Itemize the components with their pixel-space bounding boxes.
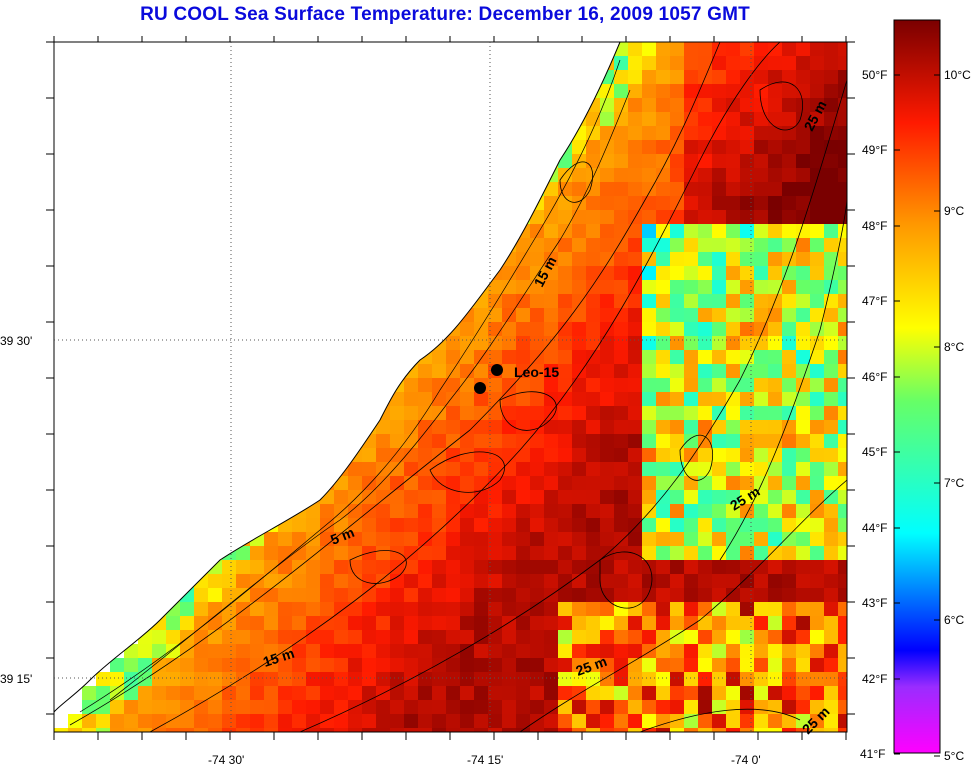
colorbar-ticks (894, 74, 940, 757)
colorbar-c-label: 6°C (944, 613, 964, 627)
x-tick-label: -74 15' (467, 753, 503, 767)
colorbar-f-label: 47°F (862, 294, 887, 308)
x-tick-label: -74 30' (208, 753, 244, 767)
y-tick-label: 39 30' (0, 334, 32, 348)
y-tick-label: 39 15' (0, 672, 32, 686)
axis-ticks (46, 36, 855, 740)
colorbar (893, 19, 941, 754)
colorbar-f-label: 49°F (862, 143, 887, 157)
colorbar-labels: 50°F 49°F 48°F 47°F 46°F 45°F 44°F 43°F 42°F 41°F… (860, 68, 971, 763)
graticule (54, 42, 847, 732)
colorbar-c-label: 9°C (944, 204, 964, 218)
land-mask (54, 42, 631, 713)
colorbar-c-label: 7°C (944, 476, 964, 490)
station-label: Leo-15 (514, 364, 559, 380)
colorbar-f-label: 42°F (862, 672, 887, 686)
colorbar-f-label: 45°F (862, 445, 887, 459)
colorbar-f-label: 46°F (862, 370, 887, 384)
colorbar-f-label: 41°F (860, 747, 885, 761)
colorbar-c-label: 5°C (944, 749, 964, 763)
station-marker (474, 382, 486, 394)
colorbar-f-label: 44°F (862, 521, 887, 535)
sst-pixel-grid (54, 42, 847, 732)
map-title: RU COOL Sea Surface Temperature: Decembe… (140, 4, 750, 25)
x-tick-label: -74 0' (731, 753, 761, 767)
colorbar-f-label: 43°F (862, 596, 887, 610)
colorbar-c-label: 8°C (944, 340, 964, 354)
bathymetry-contours (69, 42, 847, 732)
colorbar-c-label: 10°C (944, 68, 971, 82)
colorbar-f-label: 48°F (862, 219, 887, 233)
colorbar-f-label: 50°F (862, 68, 887, 82)
station-marker (491, 364, 503, 376)
